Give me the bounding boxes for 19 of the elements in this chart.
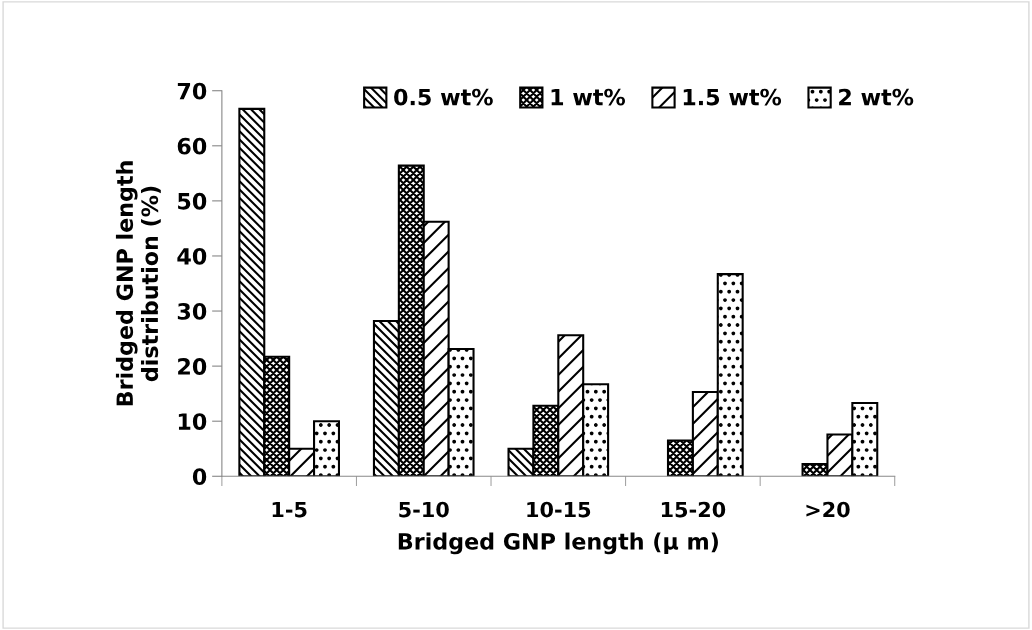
legend-label: 1.5 wt% [683,88,782,106]
y-tick-label: 60 [177,137,207,155]
y-tick-label: 50 [178,192,207,210]
y-axis-title: Bridged GNP length distribution (%) [115,161,161,406]
legend-label: 0.5 wt% [394,88,493,106]
x-tick-label: 5-10 [399,501,449,518]
y-tick-label: 20 [178,358,207,375]
x-tick-label: 1-5 [272,501,307,518]
x-tick-label: 15-20 [661,501,726,518]
y-tick-label: 70 [177,82,207,100]
x-axis-title: Bridged GNP length (μ m) [398,532,718,555]
y-tick-label: 0 [192,468,207,486]
legend-label: 1 wt% [551,88,626,106]
y-tick-label: 10 [178,413,207,430]
legend-label: 2 wt% [839,88,914,106]
y-tick-label: 30 [177,302,207,320]
y-tick-label: 40 [177,247,207,265]
x-tick-label: >20 [806,501,850,518]
x-tick-label: 10-15 [527,501,591,518]
